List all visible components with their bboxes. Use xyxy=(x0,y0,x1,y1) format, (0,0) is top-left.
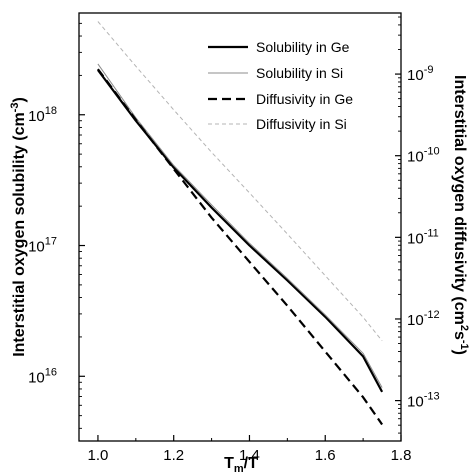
y-right-tick-label: 10-13 xyxy=(407,391,440,411)
legend-label-diffusivity-si: Diffusivity in Si xyxy=(256,116,347,132)
x-tick-label: 1.0 xyxy=(88,447,109,464)
legend: Solubility in Ge Solubility in Si Diffus… xyxy=(208,39,353,132)
series-line-solubility-in-si xyxy=(97,63,383,388)
legend-label-solubility-si: Solubility in Si xyxy=(256,65,343,81)
y-left-tick-label: 1018 xyxy=(28,105,57,125)
x-tick-label: 1.8 xyxy=(391,447,412,464)
y-right-tick-label: 10-11 xyxy=(407,227,439,247)
legend-label-diffusivity-ge: Diffusivity in Ge xyxy=(256,91,353,107)
y-axis-title-right: Interstitial oxygen diffusivity (cm2s-1) xyxy=(451,75,470,355)
x-tick-label: 1.4 xyxy=(239,447,260,464)
y-left-tick-label: 1016 xyxy=(28,366,57,386)
x-tick-label: 1.6 xyxy=(315,447,336,464)
series-line-diffusivity-in-ge xyxy=(97,68,384,426)
series-layer xyxy=(97,21,384,426)
plot-frame xyxy=(78,12,402,442)
x-tick-label: 1.2 xyxy=(163,447,184,464)
y-left-tick-label: 1017 xyxy=(28,236,57,256)
x-axis-title: Tm/T xyxy=(224,455,258,474)
y-right-tick-label: 10-12 xyxy=(407,309,440,329)
series-line-diffusivity-in-si xyxy=(97,21,383,342)
legend-label-solubility-ge: Solubility in Ge xyxy=(256,39,350,55)
y-axis-title-left: Interstitial oxygen solubility (cm-3) xyxy=(9,97,28,357)
y-right-tick-label: 10-10 xyxy=(407,146,440,166)
ticks-layer: 1.0 1.2 1.4 1.6 1.8 1016 1017 1018 10-13 10-12 10-… xyxy=(28,12,440,464)
y-right-tick-label: 10-9 xyxy=(407,64,433,84)
